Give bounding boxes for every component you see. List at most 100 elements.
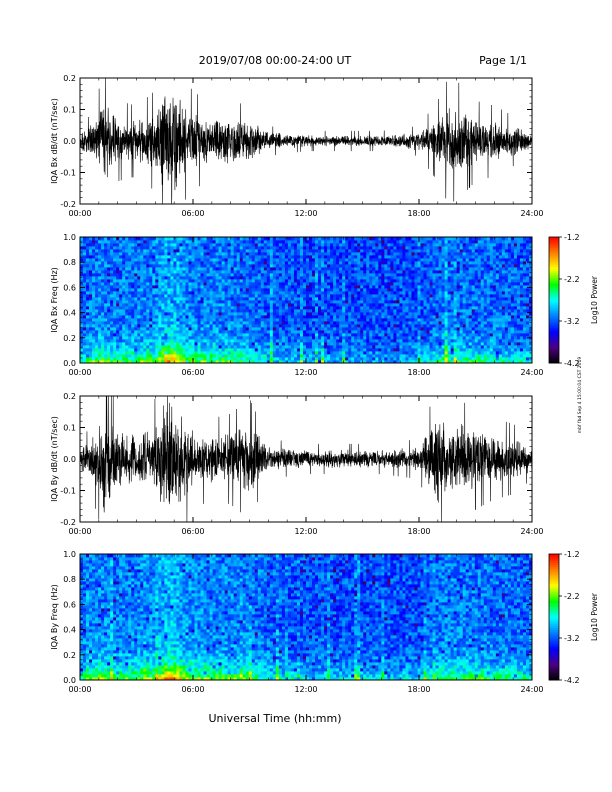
spectrogram-cell [195,351,198,354]
spectrogram-cell [288,279,291,282]
spectrogram-cell [348,306,351,309]
spectrogram-cell [424,267,427,270]
spectrogram-cell [237,330,240,333]
spectrogram-cell [131,246,134,249]
spectrogram-cell [86,312,89,315]
spectrogram-cell [176,312,179,315]
spectrogram-cell [351,237,354,240]
spectrogram-cell [384,354,387,357]
spectrogram-cell [116,288,119,291]
spectrogram-cell [243,261,246,264]
spectrogram-cell [119,306,122,309]
spectrogram-cell [83,351,86,354]
spectrogram-cell [396,273,399,276]
spectrogram-cell [276,309,279,312]
spectrogram-cell [384,276,387,279]
spectrogram-cell [303,336,306,339]
spectrogram-cell [321,333,324,336]
spectrogram-cell [249,351,252,354]
spectrogram-cell [179,243,182,246]
spectrogram-cell [384,315,387,318]
spectrogram-cell [273,348,276,351]
spectrogram-cell [101,270,104,273]
spectrogram-cell [411,240,414,243]
spectrogram-cell [342,333,345,336]
spectrogram-cell [411,354,414,357]
spectrogram-cell [291,339,294,342]
spectrogram-cell [345,315,348,318]
spectrogram-cell [312,243,315,246]
spectrogram-cell [110,342,113,345]
spectrogram-cell [297,300,300,303]
spectrogram-cell [86,294,89,297]
spectrogram-cell [137,252,140,255]
spectrogram-cell [243,237,246,240]
spectrogram-cell [249,255,252,258]
spectrogram-cell [176,258,179,261]
spectrogram-cell [219,273,222,276]
spectrogram-cell [357,279,360,282]
bx-dbdt-ylabel: IQA Bx dB/dt (nT/sec) [50,98,59,184]
spectrogram-cell [309,351,312,354]
spectrogram-cell [86,342,89,345]
spectrogram-cell [327,240,330,243]
spectrogram-cell [252,288,255,291]
spectrogram-cell [240,255,243,258]
spectrogram-cell [216,294,219,297]
spectrogram-cell [167,294,170,297]
spectrogram-cell [195,288,198,291]
spectrogram-cell [285,336,288,339]
spectrogram-cell [339,249,342,252]
spectrogram-cell [140,327,143,330]
spectrogram-cell [282,243,285,246]
spectrogram-cell [288,330,291,333]
spectrogram-cell [333,348,336,351]
spectrogram-cell [195,330,198,333]
spectrogram-cell [427,291,430,294]
spectrogram-cell [243,309,246,312]
spectrogram-cell [282,306,285,309]
spectrogram-cell [414,327,417,330]
spectrogram-cell [201,243,204,246]
spectrogram-cell [294,357,297,360]
spectrogram-cell [116,258,119,261]
spectrogram-cell [95,243,98,246]
spectrogram-cell [86,315,89,318]
spectrogram-cell [231,285,234,288]
spectrogram-cell [80,243,83,246]
spectrogram-cell [357,336,360,339]
spectrogram-cell [149,357,152,360]
spectrogram-cell [363,264,366,267]
spectrogram-cell [255,312,258,315]
spectrogram-cell [252,321,255,324]
spectrogram-cell [345,321,348,324]
spectrogram-cell [243,303,246,306]
spectrogram-cell [137,249,140,252]
spectrogram-cell [369,330,372,333]
spectrogram-cell [300,297,303,300]
spectrogram-cell [146,318,149,321]
spectrogram-cell [424,285,427,288]
spectrogram-cell [207,333,210,336]
spectrogram-cell [312,336,315,339]
spectrogram-cell [421,357,424,360]
spectrogram-cell [363,354,366,357]
spectrogram-cell [167,270,170,273]
spectrogram-cell [225,261,228,264]
spectrogram-cell [357,327,360,330]
spectrogram-cell [179,279,182,282]
spectrogram-cell [348,309,351,312]
spectrogram-cell [375,354,378,357]
spectrogram-cell [188,258,191,261]
spectrogram-cell [369,357,372,360]
spectrogram-cell [161,354,164,357]
spectrogram-cell [143,312,146,315]
spectrogram-cell [318,333,321,336]
spectrogram-cell [264,342,267,345]
spectrogram-cell [279,282,282,285]
spectrogram-cell [345,318,348,321]
spectrogram-cell [354,267,357,270]
spectrogram-cell [354,279,357,282]
spectrogram-cell [164,237,167,240]
spectrogram-cell [240,336,243,339]
